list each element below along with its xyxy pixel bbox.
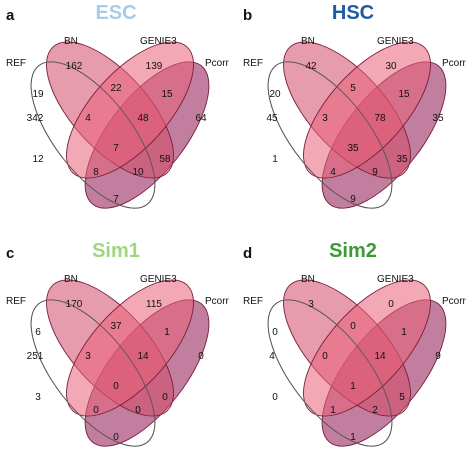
set-label-genie3: GENIE3 [377,36,414,47]
count-ref-pcorr: 1 [350,432,356,443]
count-ref-bn: 19 [32,89,44,100]
count-ref-genie3: 0 [272,392,278,403]
count-genie3-only: 0 [388,299,394,310]
count-ref-genie3-pcorr: 8 [93,167,99,178]
set-label-genie3: GENIE3 [140,36,177,47]
count-bn-genie3: 5 [350,83,356,94]
set-ref-outline [267,61,393,209]
set-label-genie3: GENIE3 [140,274,177,285]
count-ref-only: 251 [27,351,44,362]
count-bn-genie3: 0 [350,321,356,332]
set-label-bn: BN [64,36,78,47]
set-genie3-ellipse [303,41,431,179]
panel-letter: a [6,7,15,24]
count-genie3-pcorr: 15 [398,89,410,100]
count-pcorr-only: 9 [435,351,441,362]
count-ref-bn-genie3: 0 [322,351,328,362]
count-ref-genie3: 1 [272,154,278,165]
count-bn-genie3-pcorr: 14 [137,351,149,362]
count-genie3-only: 139 [146,61,163,72]
count-genie3-only: 30 [385,61,397,72]
count-pcorr-only: 0 [198,351,204,362]
venn-panel-a: a ESC REF BN GENIE3 Pcorr 162 139 342 64 19 22 15 4 48… [6,2,230,209]
set-label-pcorr: Pcorr [205,58,230,69]
count-all: 1 [350,381,356,392]
count-genie3-pcorr: 15 [161,89,173,100]
set-ref-outline [30,299,156,447]
count-bn-only: 162 [66,61,83,72]
venn-panel-c: c Sim1 REF BN GENIE3 Pcorr 170 115 251 0 6 37 1 3 14 3 0… [6,240,230,447]
panel-title: Sim2 [329,240,377,262]
panel-letter: c [6,245,14,262]
count-ref-genie3: 12 [32,154,44,165]
count-ref-genie3-pcorr: 1 [330,405,336,416]
set-label-pcorr: Pcorr [442,58,467,69]
set-label-bn: BN [64,274,78,285]
count-ref-genie3-pcorr: 4 [330,167,336,178]
set-label-ref: REF [243,296,263,307]
set-label-ref: REF [6,58,26,69]
count-bn-only: 42 [305,61,317,72]
count-ref-genie3: 3 [35,392,41,403]
count-bn-pcorr: 2 [372,405,378,416]
count-bn-genie3: 37 [110,321,122,332]
count-bn-genie3-pcorr: 48 [137,113,149,124]
set-genie3-ellipse [66,41,194,179]
count-ref-bn-pcorr: 5 [399,392,405,403]
set-label-ref: REF [243,58,263,69]
count-bn-only: 3 [308,299,314,310]
count-ref-only: 45 [266,113,278,124]
count-all: 35 [347,143,359,154]
panel-letter: d [243,245,252,262]
count-bn-pcorr: 0 [135,405,141,416]
count-bn-only: 170 [66,299,83,310]
set-label-pcorr: Pcorr [442,296,467,307]
count-ref-bn-genie3: 3 [322,113,328,124]
count-all: 0 [113,381,119,392]
panel-title: Sim1 [92,240,140,262]
count-ref-bn-genie3: 3 [85,351,91,362]
count-bn-genie3-pcorr: 14 [374,351,386,362]
count-bn-genie3-pcorr: 78 [374,113,386,124]
count-genie3-pcorr: 1 [401,327,407,338]
count-ref-bn-pcorr: 58 [159,154,171,165]
set-ref-outline [267,299,393,447]
count-pcorr-only: 35 [432,113,444,124]
panel-title: HSC [332,2,374,24]
count-all: 7 [113,143,119,154]
set-label-bn: BN [301,274,315,285]
set-genie3-ellipse [303,279,431,417]
count-ref-pcorr: 7 [113,194,119,205]
count-ref-bn: 0 [272,327,278,338]
count-ref-genie3-pcorr: 0 [93,405,99,416]
panel-letter: b [243,7,252,24]
panel-title: ESC [95,2,136,24]
count-ref-pcorr: 0 [113,432,119,443]
venn-panel-b: b HSC REF BN GENIE3 Pcorr 42 30 45 35 20 5 15 3 78 1 35 3… [243,2,467,209]
count-genie3-pcorr: 1 [164,327,170,338]
set-label-genie3: GENIE3 [377,274,414,285]
set-label-bn: BN [301,36,315,47]
count-bn-pcorr: 9 [372,167,378,178]
count-bn-genie3: 22 [110,83,122,94]
count-pcorr-only: 64 [195,113,207,124]
count-ref-only: 342 [27,113,44,124]
count-ref-bn-genie3: 4 [85,113,91,124]
count-genie3-only: 115 [146,299,162,310]
count-bn-pcorr: 10 [132,167,144,178]
count-ref-pcorr: 9 [350,194,356,205]
set-genie3-ellipse [66,279,194,417]
count-ref-bn: 20 [269,89,281,100]
set-ref-outline [30,61,156,209]
count-ref-only: 4 [269,351,275,362]
set-label-pcorr: Pcorr [205,296,230,307]
set-label-ref: REF [6,296,26,307]
venn-panel-d: d Sim2 REF BN GENIE3 Pcorr 3 0 4 9 0 0 1 0 14 0 1 5 1 2 1 [243,240,467,447]
count-ref-bn-pcorr: 0 [162,392,168,403]
count-ref-bn: 6 [35,327,41,338]
count-ref-bn-pcorr: 35 [396,154,408,165]
